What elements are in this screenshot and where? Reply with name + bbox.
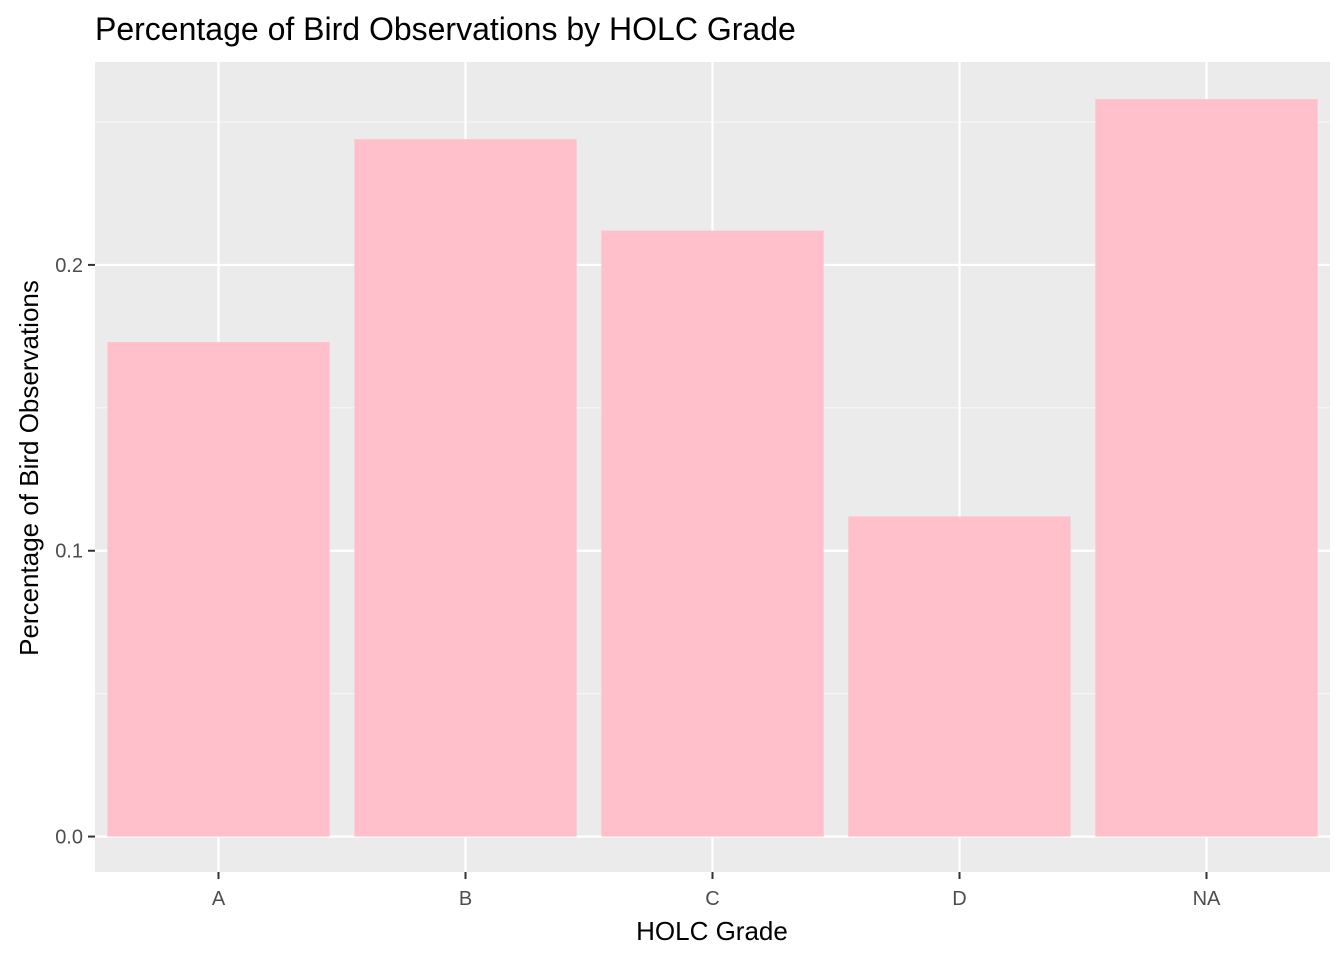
x-tick-label: NA [1193,888,1221,910]
y-tick-label: 0.0 [55,827,83,849]
bar-a [107,342,330,837]
x-tick-label: C [705,888,719,910]
y-axis-title: Percentage of Bird Observations [14,280,44,656]
chart-title: Percentage of Bird Observations by HOLC … [95,11,796,47]
y-tick-label: 0.2 [55,255,83,277]
x-tick-label: D [952,888,966,910]
y-axis: 0.0 0.1 0.2 [55,255,95,849]
bar-na [1095,99,1318,837]
x-tick-label: A [212,888,226,910]
bar-c [601,230,824,837]
x-tick-label: B [459,888,472,910]
bar-b [354,139,577,837]
y-tick-label: 0.1 [55,541,83,563]
x-axis-title: HOLC Grade [636,916,788,946]
bar-d [848,516,1071,837]
bars [107,99,1318,837]
x-axis: A B C D NA [212,872,1221,910]
